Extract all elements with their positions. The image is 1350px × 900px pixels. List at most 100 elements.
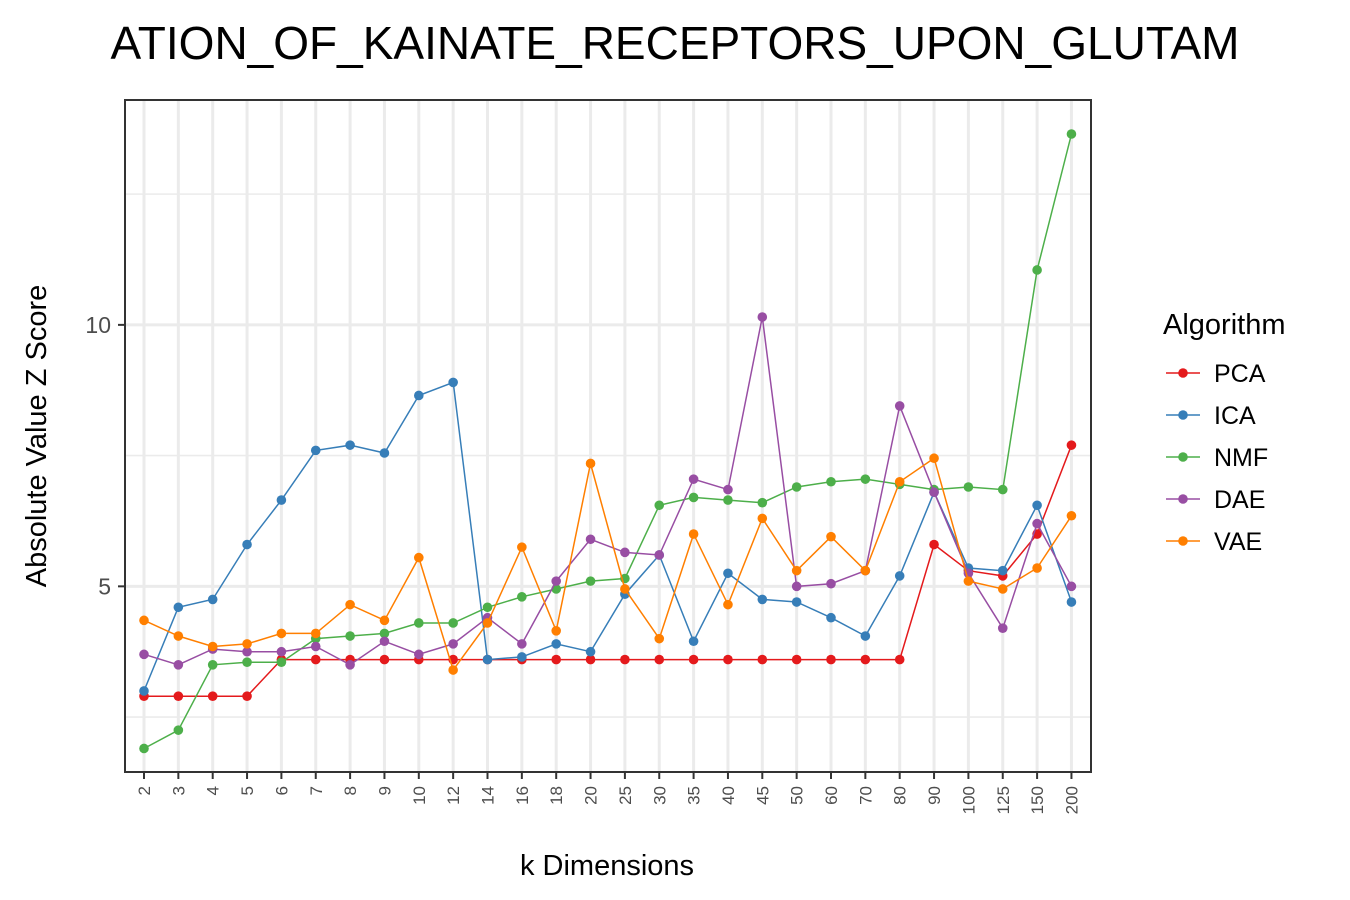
- data-point-nmf: [482, 602, 493, 613]
- data-point-dae: [620, 547, 630, 558]
- data-point-ica: [173, 602, 184, 613]
- data-point-ica: [414, 390, 424, 401]
- data-point-pca: [173, 691, 184, 701]
- data-point-vae: [826, 531, 836, 542]
- x-tick-label: 40: [719, 786, 738, 805]
- data-point-pca: [207, 691, 218, 701]
- x-tick-label: 150: [1028, 786, 1047, 814]
- legend-title: Algorithm: [1163, 309, 1286, 341]
- legend-key-point: [1178, 368, 1188, 378]
- legend-key-point: [1178, 452, 1188, 462]
- x-tick-label: 16: [513, 786, 532, 805]
- data-point-vae: [860, 565, 871, 576]
- data-point-dae: [310, 641, 321, 652]
- y-tick-label: 10: [85, 312, 111, 338]
- data-point-pca: [860, 654, 871, 665]
- data-point-vae: [620, 584, 630, 594]
- x-tick-label: 50: [788, 786, 807, 805]
- data-point-ica: [826, 612, 836, 623]
- data-point-vae: [379, 615, 390, 626]
- data-point-pca: [1066, 440, 1077, 450]
- data-point-dae: [448, 639, 458, 649]
- data-point-nmf: [585, 576, 596, 586]
- data-point-dae: [139, 649, 149, 660]
- data-point-ica: [310, 445, 321, 456]
- data-point-dae: [414, 649, 424, 660]
- data-point-nmf: [723, 495, 733, 505]
- x-tick-label: 6: [272, 786, 291, 795]
- x-tick-label: 10: [410, 786, 429, 805]
- data-point-ica: [139, 686, 149, 696]
- data-point-dae: [688, 474, 699, 484]
- series-vae: [139, 453, 1077, 675]
- legend-label-dae: DAE: [1214, 486, 1265, 514]
- data-point-ica: [585, 646, 596, 657]
- data-point-vae: [791, 565, 802, 576]
- data-point-dae: [894, 401, 905, 411]
- data-point-ica: [448, 377, 458, 388]
- x-tick-label: 35: [685, 786, 704, 805]
- x-tick-label: 30: [650, 786, 669, 805]
- data-point-vae: [963, 576, 974, 586]
- series-line-ica: [143, 381, 1073, 692]
- data-point-nmf: [1066, 129, 1077, 139]
- data-point-pca: [310, 654, 321, 665]
- data-point-dae: [379, 636, 390, 647]
- data-point-vae: [517, 542, 527, 552]
- data-point-vae: [173, 631, 184, 641]
- data-point-nmf: [345, 631, 355, 641]
- data-point-nmf: [173, 725, 184, 735]
- x-tick-label: 80: [891, 786, 910, 805]
- data-point-ica: [860, 631, 871, 641]
- data-point-pca: [585, 654, 596, 665]
- x-tick-label: 3: [169, 786, 188, 795]
- data-point-nmf: [414, 618, 424, 628]
- x-tick-label: 200: [1062, 786, 1081, 814]
- data-point-nmf: [1032, 265, 1042, 275]
- data-point-ica: [517, 652, 527, 662]
- data-point-pca: [929, 539, 939, 550]
- data-point-ica: [482, 654, 493, 665]
- chart-title: ATION_OF_KAINATE_RECEPTORS_UPON_GLUTAM: [111, 17, 1240, 69]
- series-line-vae: [143, 456, 1073, 672]
- data-point-vae: [723, 599, 733, 610]
- data-point-nmf: [654, 500, 665, 511]
- data-point-nmf: [379, 628, 390, 639]
- data-point-vae: [242, 639, 252, 649]
- data-point-pca: [791, 654, 802, 665]
- x-tick-label: 70: [856, 786, 875, 805]
- data-point-vae: [654, 633, 665, 644]
- data-point-nmf: [517, 592, 527, 602]
- data-point-vae: [482, 618, 493, 628]
- y-tick-label: 5: [98, 573, 111, 599]
- data-point-vae: [1066, 510, 1077, 521]
- data-point-vae: [345, 599, 355, 610]
- data-point-vae: [414, 552, 424, 563]
- x-tick-label: 7: [307, 786, 326, 795]
- data-point-nmf: [276, 657, 287, 667]
- data-point-pca: [620, 654, 630, 665]
- data-point-dae: [1032, 518, 1042, 529]
- x-tick-label: 8: [341, 786, 360, 795]
- data-point-nmf: [139, 743, 149, 754]
- data-point-dae: [517, 639, 527, 649]
- data-point-dae: [929, 487, 939, 498]
- series-line-nmf: [143, 133, 1073, 750]
- data-point-nmf: [860, 474, 871, 484]
- data-point-ica: [551, 639, 561, 649]
- data-point-vae: [894, 476, 905, 487]
- legend-label-nmf: NMF: [1214, 444, 1268, 472]
- legend-label-pca: PCA: [1214, 360, 1266, 388]
- data-point-vae: [997, 584, 1008, 594]
- x-tick-label: 60: [822, 786, 841, 805]
- data-point-ica: [723, 568, 733, 579]
- data-point-vae: [448, 665, 458, 675]
- data-point-nmf: [757, 497, 768, 508]
- series-line-pca: [144, 444, 1073, 697]
- x-tick-label: 12: [444, 786, 463, 805]
- data-point-nmf: [688, 492, 699, 503]
- data-point-ica: [688, 636, 699, 647]
- legend-key-point: [1178, 536, 1188, 546]
- data-point-dae: [997, 623, 1008, 633]
